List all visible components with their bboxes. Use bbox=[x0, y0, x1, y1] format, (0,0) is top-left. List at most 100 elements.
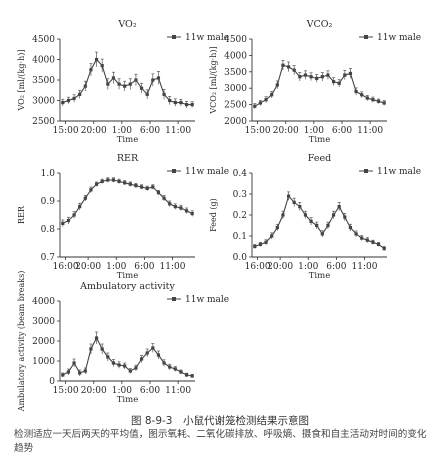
y-axis-label-activity: Ambulatory activity (beam breaks) bbox=[17, 271, 26, 413]
data-point-rer bbox=[145, 186, 149, 190]
x-tick-label-vo2: 6:00 bbox=[140, 126, 160, 136]
data-point-rer bbox=[94, 182, 99, 186]
y-axis-label-feed: Feed (g) bbox=[209, 198, 218, 232]
data-point-vco2 bbox=[270, 93, 274, 97]
chart-title-vo2: VO₂ bbox=[117, 19, 136, 30]
y-tick-label-rer: 0.8 bbox=[41, 225, 56, 235]
data-point-feed bbox=[360, 236, 364, 240]
data-point-activity bbox=[128, 369, 132, 373]
x-tick-label-vco2: 15:00 bbox=[245, 126, 271, 136]
x-tick-label-vco2: 11:00 bbox=[357, 126, 383, 136]
y-tick-label-feed: 0.3 bbox=[233, 190, 248, 200]
data-point-rer bbox=[128, 182, 132, 186]
data-point-vo2 bbox=[66, 98, 71, 103]
y-axis-label-vco2: VCO₂ [ml/(kg·h)] bbox=[209, 46, 218, 114]
data-point-vo2 bbox=[145, 92, 149, 96]
data-point-vo2 bbox=[151, 78, 155, 82]
data-point-vco2 bbox=[365, 96, 369, 100]
series-line-feed bbox=[254, 194, 385, 250]
chart-title-activity: Ambulatory activity bbox=[79, 281, 175, 292]
data-point-activity bbox=[111, 361, 116, 365]
data-point-feed bbox=[320, 232, 324, 236]
y-tick-label-activity: 0 bbox=[49, 377, 55, 387]
chart-title-feed: Feed bbox=[308, 153, 331, 164]
data-point-vco2 bbox=[331, 80, 336, 84]
data-point-rer bbox=[173, 205, 177, 209]
data-point-feed bbox=[343, 215, 347, 219]
data-point-vo2 bbox=[134, 78, 138, 82]
legend-label-feed: 11w male bbox=[377, 167, 421, 177]
legend-label-rer: 11w male bbox=[185, 167, 229, 177]
data-point-activity bbox=[89, 347, 93, 351]
data-point-vco2 bbox=[348, 71, 353, 76]
data-point-rer bbox=[123, 181, 127, 185]
data-point-activity bbox=[66, 370, 71, 374]
x-tick-label-activity: 1:00 bbox=[112, 386, 132, 396]
data-point-vo2 bbox=[100, 64, 104, 68]
data-point-rer bbox=[111, 178, 116, 182]
data-point-vco2 bbox=[337, 81, 341, 85]
data-point-vo2 bbox=[83, 84, 87, 88]
series-line-activity bbox=[62, 336, 193, 377]
legend-marker-activity bbox=[172, 297, 176, 301]
data-point-feed bbox=[382, 247, 386, 251]
x-tick-label-feed: 6:00 bbox=[326, 262, 346, 272]
data-point-feed bbox=[264, 240, 268, 244]
x-tick-label-vo2: 15:00 bbox=[53, 126, 79, 136]
data-point-activity bbox=[123, 364, 127, 368]
panel-activity: Ambulatory activity 0 1000 2000 3000 4000 15:0… bbox=[17, 271, 229, 413]
data-point-activity bbox=[173, 367, 177, 371]
y-axis-label-rer: RER bbox=[17, 205, 26, 224]
data-point-vco2 bbox=[253, 104, 257, 108]
x-axis-label-activity: Time bbox=[117, 395, 138, 405]
data-point-feed bbox=[270, 234, 274, 238]
data-point-vo2 bbox=[117, 82, 121, 86]
x-tick-label-activity: 11:00 bbox=[165, 386, 191, 396]
x-tick-label-feed: 11:00 bbox=[352, 262, 378, 272]
data-point-rer bbox=[89, 188, 93, 192]
y-tick-label-vo2: 3000 bbox=[32, 97, 55, 107]
data-point-activity bbox=[134, 366, 138, 370]
y-tick-label-vco2: 4500 bbox=[224, 35, 247, 45]
x-tick-label-feed: 16:00 bbox=[245, 262, 271, 272]
legend-label-vo2: 11w male bbox=[185, 33, 229, 43]
data-point-vco2 bbox=[382, 101, 386, 105]
data-point-vco2 bbox=[371, 98, 375, 102]
y-tick-label-feed: 0.1 bbox=[233, 232, 247, 242]
data-point-vco2 bbox=[376, 99, 381, 103]
data-point-vco2 bbox=[275, 83, 279, 87]
legend-marker-vo2 bbox=[172, 35, 176, 39]
data-point-rer bbox=[168, 202, 172, 206]
data-point-feed bbox=[292, 200, 296, 204]
legend-marker-feed bbox=[364, 169, 368, 173]
y-tick-label-feed: 0.0 bbox=[233, 253, 248, 263]
y-tick-label-feed: 0.4 bbox=[233, 169, 248, 179]
x-tick-label-rer: 6:00 bbox=[134, 262, 154, 272]
data-point-vo2 bbox=[78, 92, 82, 96]
x-axis-label-vo2: Time bbox=[117, 135, 138, 145]
data-point-vo2 bbox=[89, 68, 93, 72]
data-point-feed bbox=[281, 213, 285, 217]
data-point-rer bbox=[106, 178, 110, 182]
figure-caption-title: 图 8-9-3 小鼠代谢笼检测结果示意图 bbox=[131, 415, 309, 427]
data-point-rer bbox=[139, 185, 144, 189]
figure-caption-text: 检测适应一天后两天的平均值，图示氧耗、二氧化碳排放、呼吸熵、摄食和自主活动对时间… bbox=[14, 429, 427, 454]
data-point-rer bbox=[66, 219, 71, 223]
x-tick-label-activity: 15:00 bbox=[53, 386, 79, 396]
data-point-activity bbox=[78, 371, 82, 375]
data-point-vco2 bbox=[326, 73, 330, 77]
data-point-feed bbox=[354, 232, 358, 236]
data-point-vco2 bbox=[309, 75, 313, 79]
data-point-vo2 bbox=[162, 92, 166, 96]
data-point-vo2 bbox=[106, 82, 110, 86]
y-tick-label-vco2: 3500 bbox=[224, 68, 247, 78]
y-tick-label-vo2: 2500 bbox=[32, 117, 55, 127]
panel-vo2: VO₂ 2500 3000 3500 4000 4500 15:00 20:00 1:00 6:0… bbox=[17, 19, 229, 145]
data-point-feed bbox=[326, 223, 330, 228]
data-point-activity bbox=[145, 351, 149, 355]
x-tick-label-vco2: 20:00 bbox=[273, 126, 299, 136]
legend-marker-vco2 bbox=[364, 35, 368, 39]
data-point-vo2 bbox=[139, 86, 144, 90]
legend-label-activity: 11w male bbox=[185, 295, 229, 305]
